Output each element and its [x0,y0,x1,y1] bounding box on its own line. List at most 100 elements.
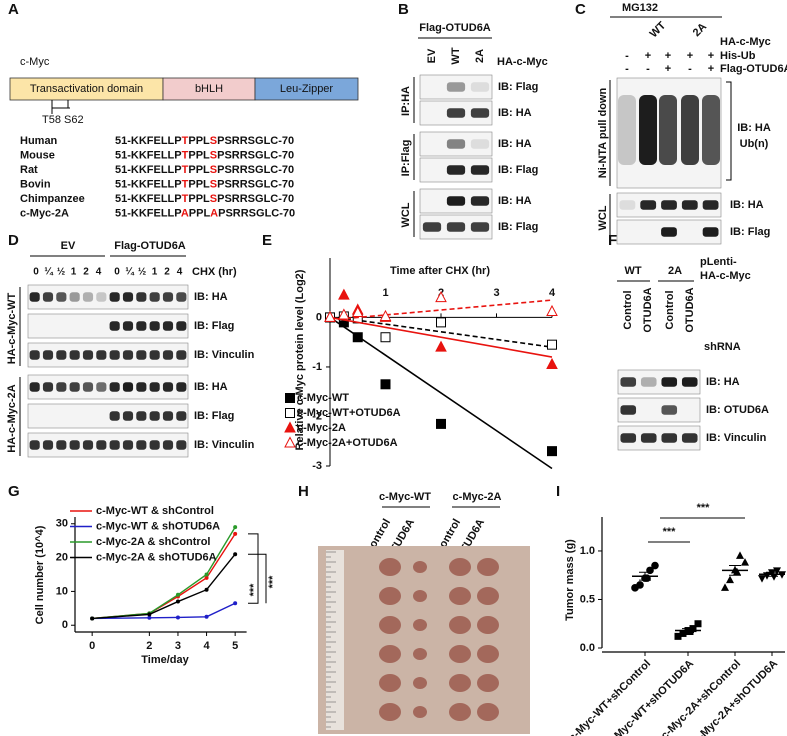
band [42,382,54,392]
tumor [379,558,401,576]
y-tick-label: 0.0 [580,642,595,654]
blot [27,374,189,400]
point [436,418,446,429]
timepoint: 4 [96,267,102,278]
legend-label: c-Myc-2A & shControl [96,536,211,548]
point [233,552,238,557]
band [446,222,466,232]
band [109,382,120,392]
tumor [449,616,471,634]
band [56,440,67,450]
sequence-part: PSRRSGLC-70 [217,135,294,147]
species: Chimpanzee [20,193,85,205]
band [620,433,637,443]
band [162,350,174,360]
condition-mark: + [708,50,714,62]
lane-group: HA-c-Myc [497,56,548,68]
chart-title: Time after CHX (hr) [390,265,490,277]
section-label: WCL [597,205,609,230]
y-tick-label: -3 [312,460,322,472]
trend-line [329,316,553,358]
band [122,321,134,331]
band [470,139,490,149]
point [351,305,364,317]
species: Rat [20,164,38,176]
band [681,200,698,210]
lane-label: 2A [691,21,709,39]
band [69,440,80,450]
band [681,433,698,443]
band [162,292,174,302]
group-label: c-Myc-2A [453,491,502,503]
band [69,350,80,360]
domain-label: bHLH [195,83,223,95]
sequence-part: T [182,149,189,161]
sequence-part: PPL [188,178,210,190]
tumor [449,703,471,721]
timepoint: 2 [164,267,170,278]
blot-label: IB: HA [706,376,740,388]
band [162,321,174,331]
x-tick-label: 3 [493,287,499,299]
x-tick-label: c-Myc-WT+shControl [567,658,653,736]
point [721,583,729,591]
species: Mouse [20,149,55,161]
band [149,411,160,421]
legend-label: c-Myc-WT [297,392,349,404]
timepoint: 4 [177,267,183,278]
band [162,440,174,450]
band [42,440,54,450]
lane-label: Control [664,290,676,329]
x-tick-label: c-Myc-2A+shControl [659,658,743,736]
point [175,599,180,604]
significance: *** [697,502,711,514]
band [162,382,174,392]
blot-label: IB: Vinculin [194,439,255,451]
band [122,350,134,360]
protein-name: c-Myc [20,56,50,68]
band [69,292,80,302]
sequence-part: T [182,193,189,205]
band [122,292,134,302]
band [640,377,657,387]
y-tick-label: 20 [56,551,68,563]
sequence-part: PSRRSGLC-70 [217,178,294,190]
tumor [413,561,427,573]
band [136,292,147,302]
blot-label: IB: Flag [498,164,538,176]
blot [419,74,493,100]
point [435,291,447,303]
smear [681,95,699,165]
group-label: WT [624,265,641,277]
panel-label: A [8,1,19,18]
band [96,440,107,450]
species: c-Myc-2A [20,207,69,219]
sequence-part: PSRRSGLC-70 [217,149,294,161]
band [109,411,120,421]
x-tick-label: 5 [232,640,238,652]
point [204,572,209,577]
tumor [477,587,499,605]
sig-bracket [248,553,267,604]
section-label: HA-c-Myc-WT [6,292,18,364]
band [619,200,636,210]
panel-label: E [262,232,272,249]
point [204,614,209,619]
band [29,292,40,302]
band [176,411,187,421]
domain-label: Transactivation domain [30,83,143,95]
point [352,332,363,343]
band [96,382,107,392]
x-tick-label: 3 [175,640,181,652]
band [661,433,678,443]
smear [702,95,720,165]
band [96,350,107,360]
band [470,165,490,175]
condition-mark: + [687,50,693,62]
band [176,382,187,392]
panel-label: F [608,232,617,249]
band [446,196,466,206]
group-label: Flag-OTUD6A [114,240,186,252]
band [82,382,94,392]
condition-mark: + [708,63,714,75]
